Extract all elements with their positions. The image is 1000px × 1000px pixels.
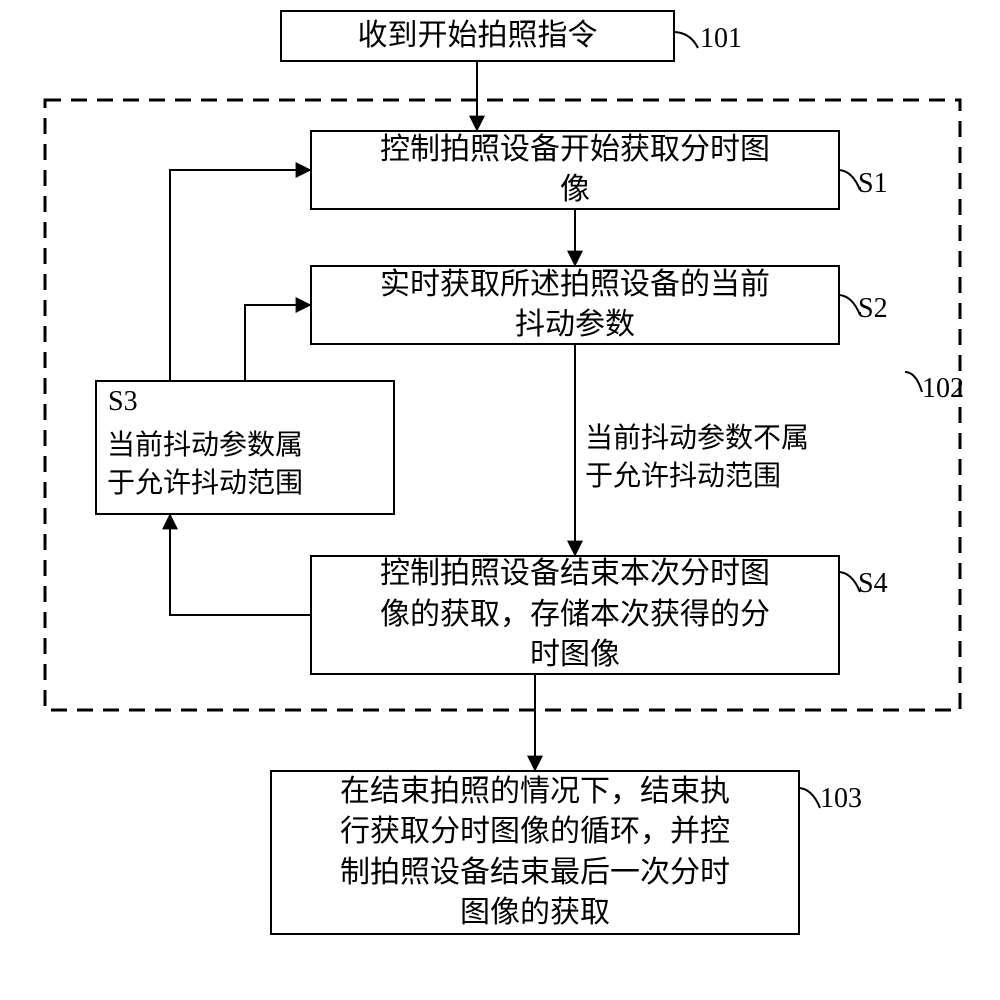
node-s1-text: 控制拍照设备开始获取分时图 像 [380,130,770,211]
label-s2: S2 [858,295,888,323]
node-s2: 实时获取所述拍照设备的当前 抖动参数 [310,265,840,345]
hook-s2 [838,295,860,315]
hook-s4 [838,572,860,592]
node-s3: 当前抖动参数属 于允许抖动范围 [95,380,395,515]
node-s4: 控制拍照设备结束本次分时图 像的获取，存储本次获得的分 时图像 [310,555,840,675]
label-s4: S4 [858,570,888,598]
label-s1: S1 [858,170,888,198]
label-102: 102 [922,375,964,403]
node-101: 收到开始拍照指令 [280,10,675,62]
node-s2-text: 实时获取所述拍照设备的当前 抖动参数 [380,265,770,346]
node-101-text: 收到开始拍照指令 [358,16,598,57]
label-s3: S3 [108,388,138,416]
hook-101 [673,32,698,48]
edge-s4-s3 [170,515,310,615]
edge-label-not-in-range: 当前抖动参数不属 于允许抖动范围 [585,420,809,496]
node-s1: 控制拍照设备开始获取分时图 像 [310,130,840,210]
edge-s3-s2 [245,305,310,380]
node-103: 在结束拍照的情况下，结束执 行获取分时图像的循环，并控 制拍照设备结束最后一次分… [270,770,800,935]
hook-s1 [838,170,860,190]
node-103-text: 在结束拍照的情况下，结束执 行获取分时图像的循环，并控 制拍照设备结束最后一次分… [340,772,730,934]
hook-103 [798,788,820,808]
label-101: 101 [700,25,742,53]
edge-s3-s1 [170,170,310,380]
label-103: 103 [820,785,862,813]
node-s3-text: 当前抖动参数属 于允许抖动范围 [107,427,303,503]
hook-102 [905,372,922,392]
flowchart-canvas: 收到开始拍照指令 101 控制拍照设备开始获取分时图 像 S1 实时获取所述拍照… [0,0,1000,1000]
node-s4-text: 控制拍照设备结束本次分时图 像的获取，存储本次获得的分 时图像 [380,554,770,676]
